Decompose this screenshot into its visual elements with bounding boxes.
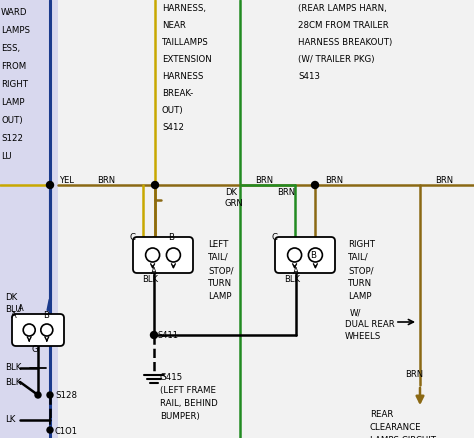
Text: B: B: [310, 251, 316, 259]
Text: C1O1: C1O1: [55, 427, 78, 436]
Text: B: B: [168, 233, 174, 243]
Text: BRN: BRN: [325, 176, 343, 185]
FancyBboxPatch shape: [275, 237, 335, 273]
Text: TAIL/: TAIL/: [208, 253, 228, 262]
Text: BLU: BLU: [5, 305, 22, 314]
Circle shape: [47, 392, 53, 398]
Text: LK: LK: [5, 415, 15, 424]
Text: S122: S122: [1, 134, 23, 143]
Text: RIGHT: RIGHT: [348, 240, 375, 249]
Text: BRN: BRN: [435, 176, 453, 185]
Text: RAIL, BEHIND: RAIL, BEHIND: [160, 399, 218, 408]
Text: S411: S411: [158, 331, 179, 340]
Text: S128: S128: [55, 391, 77, 400]
Circle shape: [311, 181, 319, 188]
Text: STOP/: STOP/: [208, 266, 234, 275]
Text: ESS,: ESS,: [1, 44, 20, 53]
Text: TURN: TURN: [348, 279, 372, 288]
Text: B: B: [43, 311, 49, 321]
Circle shape: [41, 324, 53, 336]
Text: G: G: [32, 345, 38, 354]
FancyBboxPatch shape: [12, 314, 64, 346]
Circle shape: [23, 324, 35, 336]
Text: HARNESS: HARNESS: [162, 72, 203, 81]
Text: HARNESS BREAKOUT): HARNESS BREAKOUT): [298, 38, 392, 47]
Text: OUT): OUT): [162, 106, 183, 115]
Text: BRN: BRN: [255, 176, 273, 185]
Text: BUMPER): BUMPER): [160, 412, 200, 421]
Text: BRN: BRN: [97, 176, 115, 185]
Text: LU: LU: [1, 152, 12, 161]
Text: TAIL/: TAIL/: [348, 253, 369, 262]
Text: DK: DK: [225, 188, 237, 197]
Text: DK: DK: [5, 293, 17, 302]
Circle shape: [152, 181, 158, 188]
Text: BLK: BLK: [5, 378, 21, 387]
Text: BLK: BLK: [284, 275, 300, 284]
Bar: [0, 0, 58, 438]
Text: RIGHT: RIGHT: [1, 80, 28, 89]
Text: BRN: BRN: [405, 370, 423, 379]
Text: OUT): OUT): [1, 116, 23, 125]
Text: 28CM FROM TRAILER: 28CM FROM TRAILER: [298, 21, 389, 30]
Circle shape: [288, 248, 301, 262]
Text: BLK: BLK: [142, 275, 158, 284]
Text: BRN: BRN: [277, 188, 295, 197]
Text: LAMP: LAMP: [1, 98, 25, 107]
Circle shape: [309, 248, 322, 262]
Text: WHEELS: WHEELS: [345, 332, 381, 341]
Text: HARNESS,: HARNESS,: [162, 4, 206, 13]
Text: LAMPS: LAMPS: [1, 26, 30, 35]
Text: (REAR LAMPS HARN,: (REAR LAMPS HARN,: [298, 4, 387, 13]
Circle shape: [146, 248, 160, 262]
Text: TAILLAMPS: TAILLAMPS: [162, 38, 209, 47]
Text: TURN: TURN: [208, 279, 232, 288]
Text: G415: G415: [160, 373, 183, 382]
Circle shape: [46, 181, 54, 188]
Text: LAMP: LAMP: [208, 292, 231, 301]
Circle shape: [35, 392, 41, 398]
Text: EXTENSION: EXTENSION: [162, 55, 212, 64]
Text: YEL: YEL: [59, 176, 74, 185]
Text: (LEFT FRAME: (LEFT FRAME: [160, 386, 216, 395]
Text: C: C: [272, 233, 278, 243]
Text: (W/ TRAILER PKG): (W/ TRAILER PKG): [298, 55, 374, 64]
Text: WARD: WARD: [1, 8, 27, 17]
Text: FROM: FROM: [1, 62, 26, 71]
Text: A: A: [18, 304, 24, 313]
Text: REAR: REAR: [370, 410, 393, 419]
Text: LAMP: LAMP: [348, 292, 372, 301]
Text: S412: S412: [162, 123, 184, 132]
Text: A: A: [151, 268, 157, 276]
Text: LAMPS CIRCUIT: LAMPS CIRCUIT: [370, 436, 436, 438]
Text: DUAL REAR: DUAL REAR: [345, 320, 395, 329]
Text: A: A: [11, 311, 17, 321]
Text: STOP/: STOP/: [348, 266, 374, 275]
FancyBboxPatch shape: [133, 237, 193, 273]
Text: CLEARANCE: CLEARANCE: [370, 423, 422, 432]
Text: C: C: [130, 233, 136, 243]
Text: S413: S413: [298, 72, 320, 81]
Text: BREAK-: BREAK-: [162, 89, 193, 98]
Circle shape: [151, 332, 157, 339]
Text: NEAR: NEAR: [162, 21, 186, 30]
Text: GRN: GRN: [225, 199, 244, 208]
Circle shape: [47, 427, 53, 433]
Text: A: A: [293, 268, 299, 276]
Text: BLK: BLK: [5, 363, 21, 372]
Text: W/: W/: [350, 308, 361, 317]
Circle shape: [166, 248, 181, 262]
Text: LEFT: LEFT: [208, 240, 228, 249]
